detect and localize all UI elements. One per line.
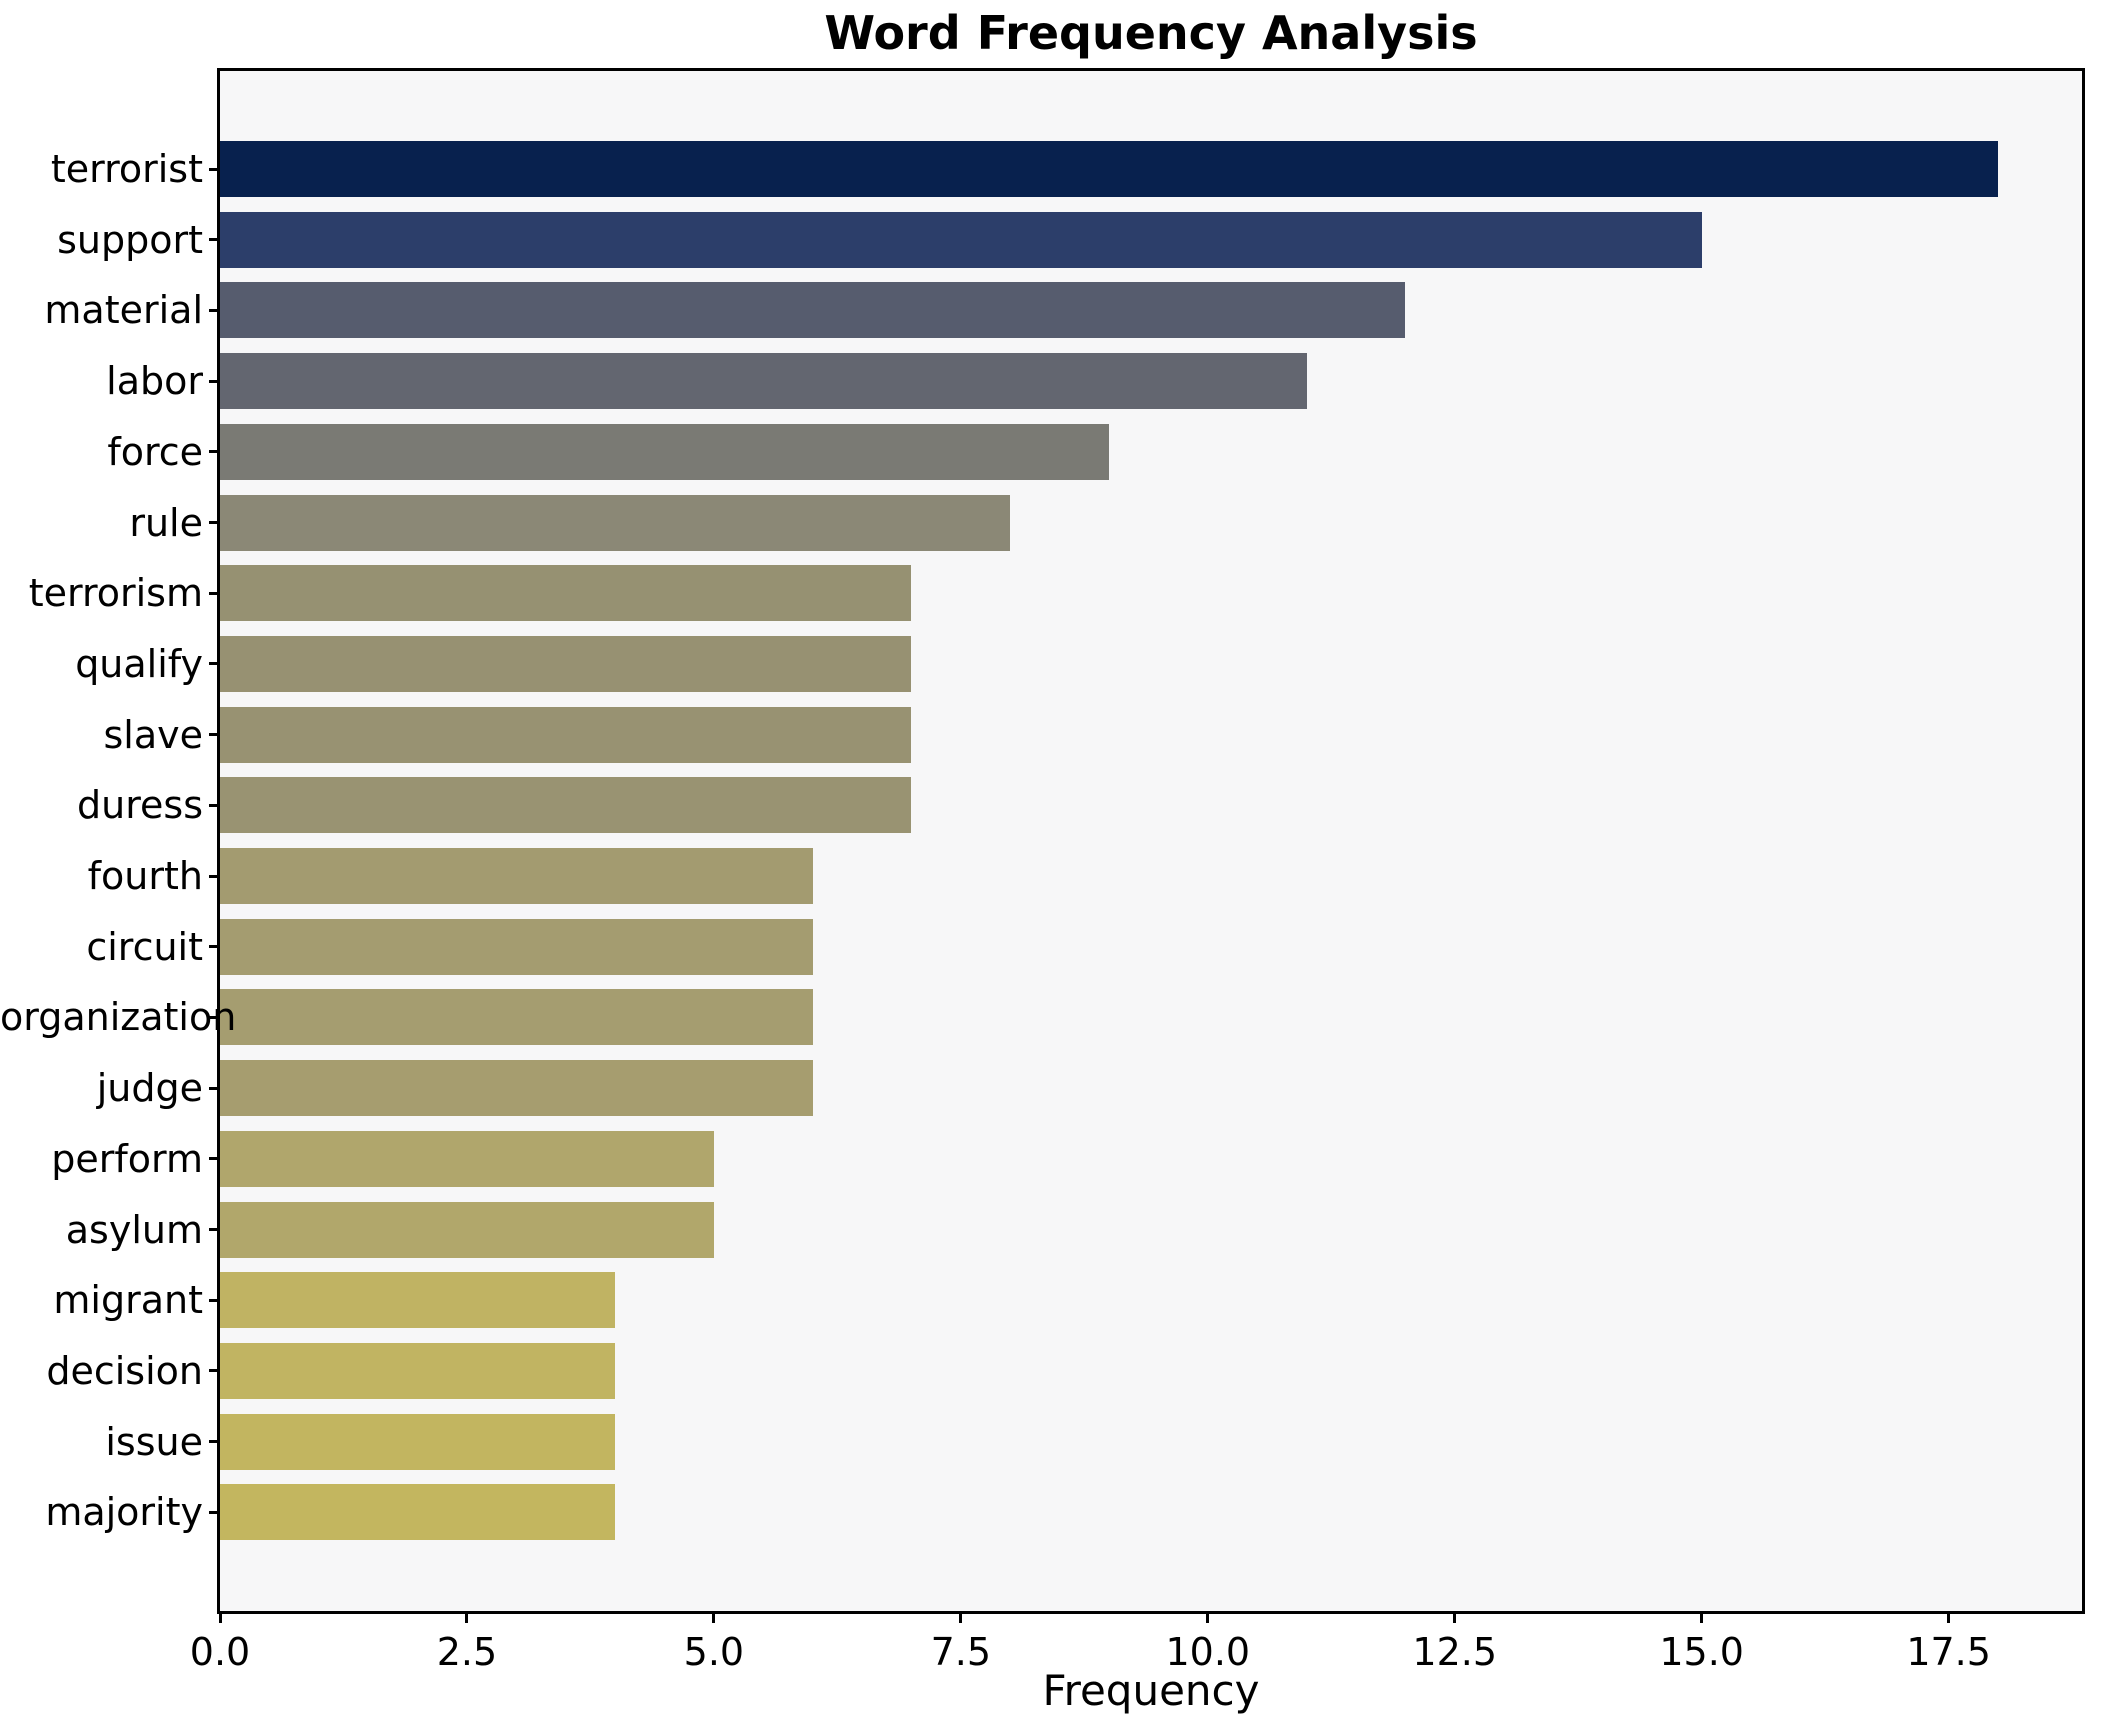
bar-duress	[220, 777, 912, 834]
y-tick-label-duress: duress	[77, 783, 203, 828]
y-tick-label-slave: slave	[103, 712, 203, 757]
y-tick-label-material: material	[44, 288, 203, 333]
bar-issue	[220, 1413, 616, 1470]
bar-migrant	[220, 1272, 616, 1329]
y-tick-mark	[209, 874, 220, 878]
y-tick-label-majority: majority	[45, 1490, 203, 1535]
bar-fourth	[220, 848, 813, 904]
y-tick-mark	[209, 1440, 220, 1444]
y-tick-label-migrant: migrant	[53, 1278, 203, 1323]
x-axis-label: Frequency	[1042, 1666, 1260, 1715]
x-tick-label-5.0: 5.0	[683, 1630, 745, 1674]
x-tick-mark	[1206, 1611, 1210, 1623]
bar-judge	[220, 1060, 813, 1117]
bar-majority	[220, 1484, 616, 1541]
y-tick-mark	[209, 591, 220, 595]
x-tick-label-10.0: 10.0	[1165, 1630, 1251, 1674]
x-tick-mark	[959, 1611, 963, 1623]
y-tick-label-terrorism: terrorism	[28, 571, 203, 616]
bar-perform	[220, 1130, 714, 1187]
y-tick-mark	[209, 662, 220, 666]
y-tick-label-rule: rule	[129, 500, 203, 545]
bar-slave	[220, 706, 912, 763]
bar-support	[220, 211, 1702, 268]
y-tick-label-circuit: circuit	[86, 924, 203, 969]
y-tick-label-force: force	[107, 429, 203, 474]
x-tick-mark	[1700, 1611, 1704, 1623]
x-tick-mark	[465, 1611, 469, 1623]
y-tick-label-fourth: fourth	[87, 854, 203, 898]
y-tick-label-support: support	[57, 217, 203, 262]
bar-terrorist	[220, 141, 1999, 197]
y-tick-label-labor: labor	[106, 359, 203, 404]
y-tick-label-qualify: qualify	[75, 641, 203, 686]
y-tick-mark	[209, 308, 220, 312]
plot-area	[220, 71, 2082, 1611]
bar-circuit	[220, 918, 813, 975]
x-tick-label-17.5: 17.5	[1906, 1630, 1991, 1674]
bar-decision	[220, 1342, 616, 1399]
x-tick-label-12.5: 12.5	[1412, 1630, 1498, 1674]
chart-title: Word Frequency Analysis	[824, 6, 1478, 60]
bar-force	[220, 423, 1110, 480]
x-tick-label-0.0: 0.0	[189, 1630, 251, 1674]
y-tick-mark	[209, 1086, 220, 1090]
y-tick-label-decision: decision	[46, 1348, 203, 1393]
y-tick-label-judge: judge	[96, 1066, 203, 1111]
y-tick-mark	[209, 1298, 220, 1302]
x-tick-mark	[712, 1611, 716, 1623]
x-tick-label-15.0: 15.0	[1659, 1630, 1744, 1674]
y-tick-mark	[209, 803, 220, 807]
y-tick-label-asylum: asylum	[65, 1207, 203, 1252]
y-tick-mark	[209, 1369, 220, 1373]
y-tick-mark	[209, 733, 220, 737]
bar-material	[220, 282, 1406, 339]
y-tick-label-organization: organization	[0, 995, 237, 1040]
bar-terrorism	[220, 565, 912, 622]
y-tick-mark	[209, 1015, 220, 1019]
bar-labor	[220, 353, 1307, 410]
y-tick-mark	[209, 945, 220, 949]
y-tick-label-issue: issue	[105, 1419, 203, 1464]
bar-rule	[220, 494, 1011, 551]
y-tick-mark	[209, 1157, 220, 1161]
y-tick-mark	[209, 450, 220, 454]
y-tick-mark	[209, 521, 220, 524]
y-tick-label-terrorist: terrorist	[50, 147, 203, 191]
y-tick-mark	[209, 167, 220, 171]
x-tick-mark	[1453, 1611, 1457, 1623]
y-tick-mark	[209, 238, 220, 242]
bar-qualify	[220, 635, 912, 692]
bar-organization	[220, 989, 813, 1046]
y-tick-mark	[209, 379, 220, 383]
y-tick-label-perform: perform	[51, 1136, 203, 1181]
x-tick-mark	[218, 1611, 222, 1623]
y-tick-mark	[209, 1228, 220, 1231]
x-tick-label-7.5: 7.5	[930, 1630, 992, 1674]
x-tick-label-2.5: 2.5	[436, 1630, 498, 1674]
bar-asylum	[220, 1201, 714, 1258]
x-tick-mark	[1947, 1611, 1951, 1623]
y-tick-mark	[209, 1510, 220, 1514]
